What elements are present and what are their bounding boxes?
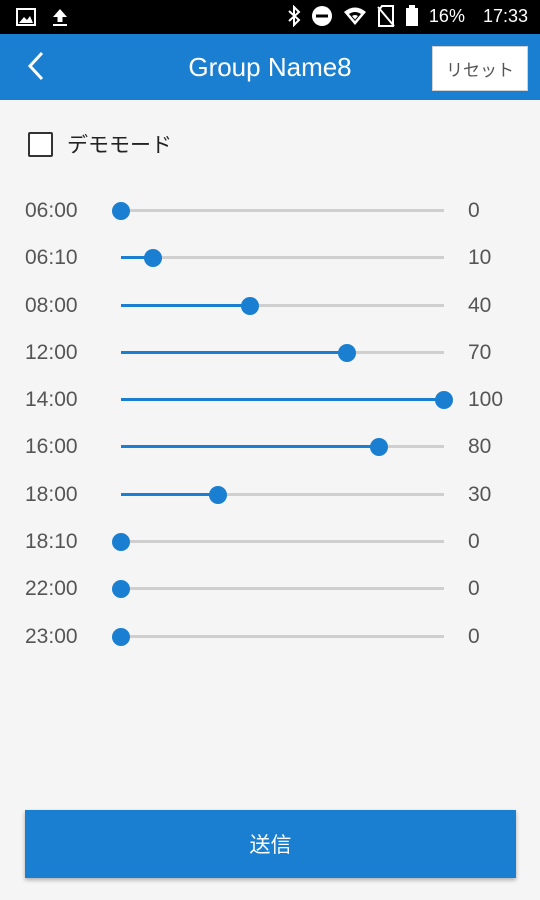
brightness-slider[interactable] bbox=[121, 343, 444, 362]
brightness-slider[interactable] bbox=[121, 296, 444, 315]
back-button[interactable] bbox=[18, 50, 54, 86]
schedule-row: 06:00 0 bbox=[0, 186, 540, 233]
schedule-time: 12:00 bbox=[25, 340, 78, 364]
app-bar: Group Name8 リセット bbox=[0, 34, 540, 100]
schedule-value: 70 bbox=[468, 340, 492, 364]
brightness-slider[interactable] bbox=[112, 533, 444, 552]
schedule-time: 08:00 bbox=[25, 293, 78, 317]
schedule-value: 30 bbox=[468, 482, 492, 506]
slider-thumb[interactable] bbox=[241, 296, 260, 315]
schedule-time: 22:00 bbox=[25, 577, 78, 601]
schedule-row: 12:00 70 bbox=[0, 328, 540, 375]
schedule-value: 0 bbox=[468, 577, 480, 601]
brightness-slider[interactable] bbox=[121, 249, 444, 268]
slider-thumb[interactable] bbox=[435, 391, 453, 410]
schedule-row: 18:00 30 bbox=[0, 470, 540, 517]
slider-thumb[interactable] bbox=[208, 485, 227, 504]
schedule-value: 0 bbox=[468, 530, 480, 554]
schedule-row: 23:00 0 bbox=[0, 612, 540, 659]
chevron-left-icon bbox=[26, 50, 46, 86]
brightness-slider[interactable] bbox=[121, 485, 444, 504]
slider-thumb[interactable] bbox=[112, 580, 130, 599]
bluetooth-icon bbox=[287, 5, 301, 27]
slider-thumb[interactable] bbox=[112, 533, 130, 552]
schedule-time: 16:00 bbox=[25, 435, 78, 459]
slider-fill bbox=[121, 256, 154, 260]
slider-thumb[interactable] bbox=[112, 202, 130, 220]
no-sim-icon bbox=[377, 5, 395, 27]
battery-percent: 16% bbox=[428, 5, 465, 26]
slider-fill bbox=[121, 492, 218, 496]
demo-mode-label: デモモード bbox=[67, 133, 172, 157]
brightness-slider[interactable] bbox=[112, 202, 444, 220]
schedule-time: 06:00 bbox=[25, 199, 78, 222]
upload-icon bbox=[50, 7, 70, 27]
wifi-icon bbox=[343, 6, 367, 26]
brightness-slider[interactable] bbox=[112, 627, 444, 646]
brightness-slider[interactable] bbox=[112, 580, 444, 599]
demo-mode-checkbox[interactable] bbox=[28, 131, 53, 157]
schedule-list: 06:00 0 06:10 10 08:00 40 12:00 70 14:00… bbox=[0, 186, 540, 659]
schedule-row: 06:10 10 bbox=[0, 233, 540, 280]
schedule-value: 40 bbox=[468, 293, 492, 317]
image-icon bbox=[16, 8, 36, 26]
schedule-time: 14:00 bbox=[25, 388, 78, 412]
demo-mode-toggle[interactable]: デモモード bbox=[28, 129, 172, 159]
slider-fill bbox=[121, 398, 444, 402]
schedule-row: 18:10 0 bbox=[0, 517, 540, 564]
schedule-row: 08:00 40 bbox=[0, 281, 540, 328]
schedule-time: 18:00 bbox=[25, 482, 78, 506]
battery-icon bbox=[405, 5, 419, 27]
brightness-slider[interactable] bbox=[121, 438, 444, 457]
schedule-value: 10 bbox=[468, 246, 492, 270]
schedule-row: 14:00 100 bbox=[0, 375, 540, 422]
schedule-row: 16:00 80 bbox=[0, 422, 540, 469]
slider-thumb[interactable] bbox=[144, 249, 163, 268]
schedule-time: 18:10 bbox=[25, 530, 78, 554]
brightness-slider[interactable] bbox=[121, 391, 453, 410]
schedule-time: 23:00 bbox=[25, 624, 78, 648]
slider-thumb[interactable] bbox=[370, 438, 389, 457]
schedule-value: 80 bbox=[468, 435, 492, 459]
reset-button[interactable]: リセット bbox=[432, 46, 528, 91]
slider-thumb[interactable] bbox=[338, 343, 357, 362]
slider-fill bbox=[121, 303, 251, 307]
slider-fill bbox=[121, 350, 348, 354]
schedule-value: 0 bbox=[468, 199, 480, 222]
schedule-value: 0 bbox=[468, 624, 480, 648]
send-button[interactable]: 送信 bbox=[25, 810, 516, 878]
do-not-disturb-icon bbox=[311, 5, 333, 27]
clock: 17:33 bbox=[482, 5, 528, 26]
schedule-time: 06:10 bbox=[25, 246, 78, 270]
schedule-value: 100 bbox=[468, 388, 504, 412]
slider-thumb[interactable] bbox=[112, 627, 130, 646]
status-bar: 16% 17:33 bbox=[0, 0, 540, 34]
slider-fill bbox=[121, 445, 380, 449]
schedule-row: 22:00 0 bbox=[0, 564, 540, 611]
